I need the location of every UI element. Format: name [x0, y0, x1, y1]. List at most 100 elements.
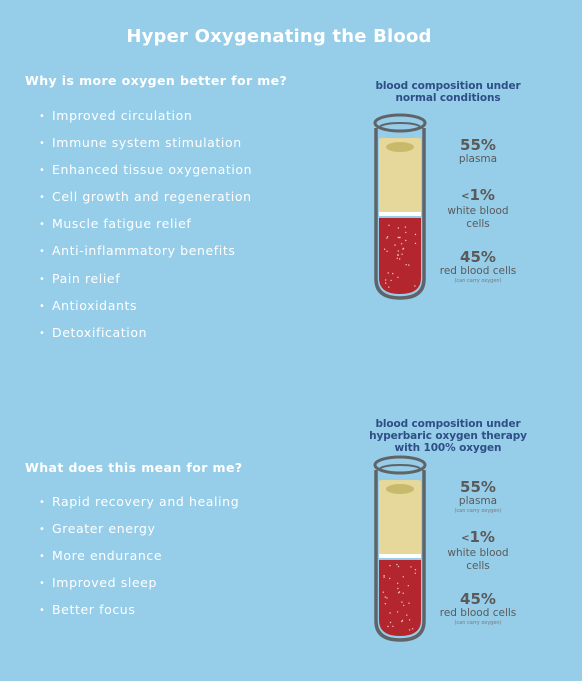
list-item: • Detoxification — [39, 324, 148, 340]
speck — [405, 231, 407, 234]
speck — [414, 242, 417, 245]
list-item: • Immune system stimulation — [39, 135, 242, 151]
bullet-icon: • — [39, 578, 46, 590]
speck — [407, 585, 409, 587]
speck — [411, 628, 414, 630]
speck — [388, 286, 390, 288]
speck — [383, 575, 385, 577]
red-cells-layer — [379, 560, 421, 636]
list-item: • Enhanced tissue oxygenation — [39, 162, 253, 178]
speck — [399, 258, 401, 260]
plasma-surface — [386, 484, 414, 494]
speck — [386, 250, 388, 252]
bullet-icon: • — [39, 246, 46, 258]
speck — [386, 236, 389, 238]
speck — [392, 272, 394, 275]
page-title: Hyper Oxygenating the Blood — [126, 26, 432, 47]
speck — [408, 264, 410, 266]
bullet-icon: • — [39, 219, 46, 231]
speck — [404, 226, 407, 228]
bullet-icon: • — [39, 497, 46, 508]
white-cells-layer — [379, 554, 421, 558]
list-item: • Rapid recovery and healing — [39, 494, 240, 509]
outcomes-list: • Rapid recovery and healing • Greater ene… — [39, 494, 239, 629]
bullet-icon: • — [39, 111, 46, 122]
tube-outline — [374, 128, 426, 300]
bullet-icon: • — [39, 273, 46, 285]
list-item: • Antioxidants — [39, 297, 138, 313]
tube2-title: blood composition under hyperbaric oxyge… — [369, 418, 527, 454]
speck — [414, 569, 417, 571]
plasma-label-2: 55% plasma (can carry oxygen) — [454, 478, 502, 514]
test-tube-normal-icon — [373, 113, 427, 300]
list-item: • Improved sleep — [39, 575, 158, 591]
speck — [396, 257, 398, 259]
bullet-icon: • — [39, 138, 46, 150]
speck — [403, 604, 405, 607]
list-item: • Improved circulation — [39, 108, 193, 123]
plasma-surface — [386, 142, 414, 152]
speck — [398, 591, 401, 593]
speck — [408, 629, 411, 631]
speck — [385, 279, 387, 281]
speck — [402, 576, 404, 578]
rbc-label-2: 45% red blood cells (can carry oxygen) — [439, 590, 517, 626]
speck — [389, 612, 391, 614]
speck — [401, 619, 404, 622]
speck — [401, 601, 403, 603]
bullet-icon: • — [39, 192, 46, 204]
speck — [389, 577, 391, 580]
list-item: • Better focus — [39, 602, 136, 618]
tube1-title: blood composition under normal condition… — [375, 80, 521, 104]
speck — [383, 248, 386, 250]
speck — [383, 576, 385, 578]
speck — [396, 611, 399, 613]
section1-question: Why is more oxygen better for me? — [25, 73, 288, 88]
plasma-layer — [379, 138, 421, 212]
list-item: • Muscle fatigue relief — [39, 216, 192, 232]
red-cell-specks — [383, 224, 417, 288]
speck — [384, 596, 386, 598]
list-item: • Greater energy — [39, 521, 156, 537]
speck — [397, 227, 399, 229]
tube-outline — [374, 470, 426, 642]
bullet-icon: • — [39, 165, 46, 177]
speck — [400, 243, 403, 245]
red-cells-layer — [379, 218, 421, 294]
list-item: • Cell growth and regeneration — [39, 189, 252, 205]
speck — [414, 572, 416, 574]
speck — [389, 621, 392, 624]
speck — [406, 614, 408, 616]
speck — [389, 565, 391, 567]
speck — [414, 233, 417, 236]
speck — [397, 276, 399, 278]
speck — [398, 236, 400, 239]
speck — [397, 565, 400, 568]
speck — [397, 592, 400, 594]
bullet-icon: • — [39, 300, 46, 312]
speck — [386, 237, 388, 239]
rbc-label-1: 45% red blood cells (can carry oxygen) — [439, 248, 517, 284]
speck — [397, 254, 399, 256]
speck — [390, 279, 392, 282]
section2-question: What does this mean for me? — [25, 460, 243, 475]
benefits-list: • Improved circulation • Immune system sti… — [39, 108, 252, 352]
speck — [401, 620, 403, 623]
list-item: • More endurance — [39, 548, 163, 564]
speck — [397, 250, 399, 252]
tube-rim-inner — [379, 122, 421, 132]
red-cell-specks — [382, 563, 417, 631]
speck — [402, 592, 404, 594]
speck — [397, 582, 399, 584]
speck — [405, 239, 407, 242]
white-cells-layer — [379, 212, 421, 216]
speck — [394, 244, 396, 246]
test-tube-hyperbaric-icon — [373, 455, 427, 642]
speck — [408, 619, 411, 621]
speck — [402, 247, 405, 250]
bullet-icon: • — [39, 551, 46, 563]
speck — [401, 253, 403, 255]
bullet-icon: • — [39, 524, 46, 536]
plasma-layer — [379, 480, 421, 554]
wbc-label-1: <1% white blood cells — [447, 186, 509, 230]
